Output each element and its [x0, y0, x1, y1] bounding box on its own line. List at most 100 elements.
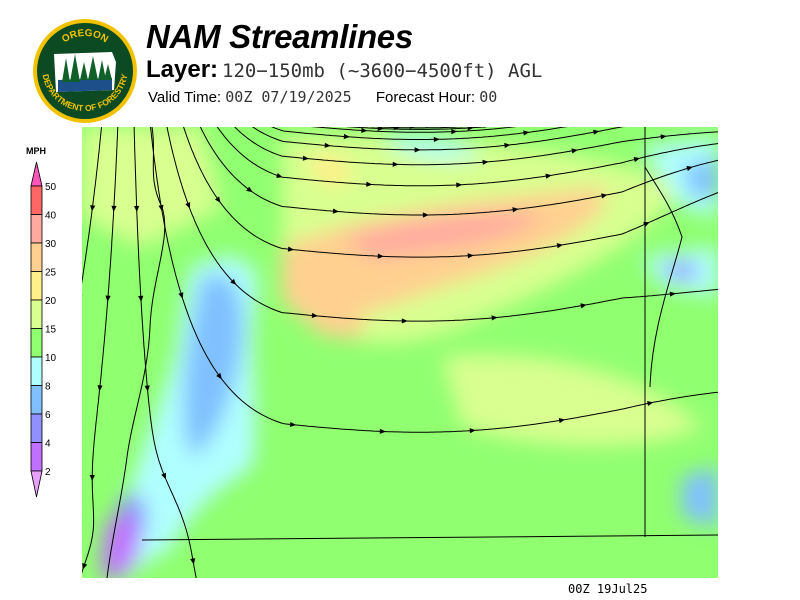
streamline-arrow	[138, 295, 144, 302]
streamline	[82, 127, 119, 574]
streamline-arrow	[82, 562, 88, 570]
layer-info: Layer: 120−150mb (~3600−4500ft) AGL	[146, 56, 542, 84]
colorbar-tick-label: 6	[45, 410, 51, 421]
streamline-arrow	[144, 385, 150, 392]
streamline-arrow	[643, 222, 650, 227]
streamline-arrow	[571, 148, 578, 154]
streamline-arrow	[523, 130, 530, 136]
colorbar-segment	[30, 214, 43, 244]
streamline-arrow	[366, 181, 373, 187]
streamline-arrow	[456, 182, 463, 188]
state-border	[141, 534, 718, 541]
streamline-arrow	[324, 142, 331, 148]
streamline-arrow	[230, 278, 237, 285]
colorbar-tick-label: 50	[45, 182, 57, 193]
colorbar-tick-label: 30	[45, 239, 57, 250]
streamline	[345, 127, 489, 130]
streamline-arrow	[467, 253, 474, 259]
streamline-arrow	[433, 136, 440, 143]
oregon-department-of-forestry-logo: OREGON DEPARTMENT OF FORESTRY	[33, 19, 137, 123]
colorbar-tick-label: 25	[45, 268, 57, 279]
wind-speed-colorbar: MPH 50 40 30 25 20 15 10 8 6 4 2	[26, 146, 57, 498]
streamline-arrow	[158, 204, 164, 212]
streamline-arrow	[401, 318, 408, 324]
streamline-arrow	[633, 157, 641, 163]
colorbar-tick-label: 15	[45, 325, 57, 336]
streamline	[133, 127, 197, 578]
streamline	[166, 127, 718, 322]
streamline-arrow	[332, 208, 339, 214]
streamlines	[82, 127, 718, 578]
streamline-arrow	[556, 243, 564, 249]
streamline	[82, 127, 103, 285]
streamline-arrow	[111, 205, 117, 212]
streamline-arrow	[161, 472, 166, 480]
streamline	[183, 127, 718, 258]
state-border	[644, 166, 683, 388]
streamline-arrow	[276, 172, 283, 178]
streamline-arrow	[545, 173, 552, 179]
colorbar-segment	[30, 242, 43, 272]
colorbar-segment	[30, 356, 43, 386]
streamline-arrow	[393, 127, 400, 131]
colorbar-segment	[30, 185, 43, 215]
colorbar-top-arrow	[30, 161, 43, 187]
streamline-arrow	[287, 246, 295, 252]
colorbar-tick-label: 4	[45, 439, 51, 450]
colorbar-tick-label: 10	[45, 353, 57, 364]
streamline-arrow	[469, 428, 476, 434]
streamline	[199, 127, 718, 216]
streamline-arrow	[482, 159, 489, 165]
wind-speed-fill	[82, 127, 718, 578]
layer-value: 120−150mb (~3600−4500ft) AGL	[222, 60, 543, 82]
streamline-arrow	[133, 205, 140, 212]
streamline-arrow	[425, 127, 428, 128]
streamline-arrow	[593, 129, 600, 135]
colorbar-segment	[30, 299, 43, 329]
streamline-arrow	[377, 127, 384, 132]
colorbar-tick-label: 8	[45, 382, 51, 393]
svg-text:OREGON: OREGON	[60, 28, 110, 45]
streamline	[310, 127, 518, 133]
streamline-arrow	[105, 295, 111, 302]
streamline-arrow	[491, 315, 498, 321]
streamline-arrow	[580, 303, 587, 309]
streamline	[369, 127, 468, 129]
colorbar-bottom-arrow	[30, 470, 43, 498]
streamline-arrow	[558, 417, 566, 424]
coastline	[106, 127, 166, 578]
colorbar-tick-label: 40	[45, 211, 57, 222]
streamline-arrow	[185, 202, 191, 209]
colorbar-segment	[30, 271, 43, 301]
layer-label: Layer:	[146, 56, 219, 83]
colorbar-tick-label: 2	[45, 467, 51, 478]
valid-time-label: Valid Time:	[148, 89, 222, 106]
streamline-arrow	[89, 474, 95, 481]
streamline-arrow	[311, 312, 318, 319]
streamline-arrow	[90, 205, 96, 212]
colorbar-segment	[30, 385, 43, 415]
forecast-hour-label: Forecast Hour:	[375, 89, 476, 106]
colorbar-unit: MPH	[26, 146, 46, 156]
streamline-arrow	[214, 196, 221, 203]
valid-time-value: 00Z 07/19/2025	[225, 88, 352, 106]
streamline-arrow	[361, 127, 368, 134]
streamline-arrow	[414, 147, 421, 153]
streamline-arrow	[601, 193, 608, 199]
streamline-arrow	[289, 421, 297, 428]
streamline-arrow	[504, 142, 511, 149]
streamline	[149, 127, 718, 433]
streamline-arrow	[451, 129, 458, 135]
colorbar-segment	[30, 413, 43, 443]
colorbar-segment	[30, 442, 43, 472]
streamline-arrow	[379, 428, 386, 434]
logo-top-text: OREGON	[60, 28, 110, 45]
streamline-arrow	[647, 400, 654, 407]
streamline-arrow	[178, 292, 184, 299]
streamline-arrow	[409, 127, 415, 130]
streamline	[271, 127, 568, 140]
valid-time-info: Valid Time: 00Z 07/19/2025 Forecast Hour…	[148, 88, 497, 106]
streamline-arrow	[660, 134, 667, 140]
streamline-map	[82, 127, 718, 578]
forecast-hour-value: 00	[479, 88, 498, 106]
